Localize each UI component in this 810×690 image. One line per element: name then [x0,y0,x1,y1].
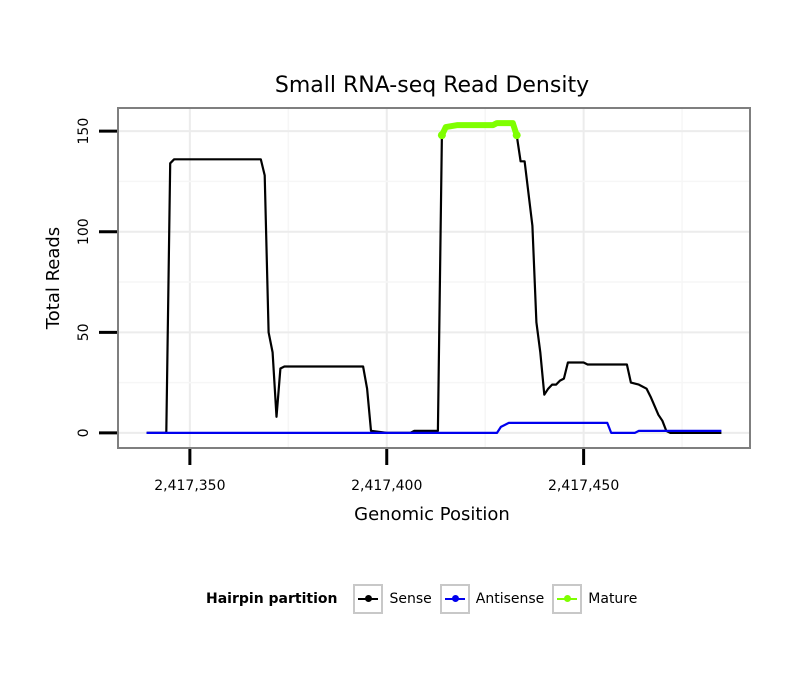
legend-key-sense [353,584,384,614]
legend-key-antisense [439,584,470,614]
y-tick-label: 150 [76,118,92,145]
mature-markers [437,131,521,140]
y-tick-label: 50 [76,323,92,341]
legend-item-mature: Mature [552,584,637,614]
legend-label-antisense: Antisense [475,591,545,607]
y-tick-label: 0 [76,428,92,437]
legend-key-mature [552,584,583,614]
series-line-mature [439,120,520,137]
legend-item-antisense: Antisense [439,584,545,614]
series-layer [146,120,722,434]
legend-item-sense: Sense [353,584,432,614]
mature-end-point [512,131,521,140]
y-axis-label: Total Reads [43,227,64,330]
series-line-antisense [146,421,722,434]
legend-label-mature: Mature [588,591,638,607]
legend-label-sense: Sense [389,591,432,607]
x-tick-label: 2,417,350 [154,478,225,494]
x-axis-label: Genomic Position [354,504,510,525]
legend: Hairpin partition Sense Antisense Mature [206,582,645,616]
chart-title: Small RNA-seq Read Density [275,73,589,98]
legend-title: Hairpin partition [206,591,338,607]
axes: 2,417,350 2,417,400 2,417,450 0 50 100 150 [76,118,619,494]
mature-start-point [437,131,446,140]
x-tick-label: 2,417,400 [351,478,422,494]
x-tick-label: 2,417,450 [548,478,619,494]
plot-panel [117,107,751,449]
y-tick-label: 100 [76,218,92,245]
